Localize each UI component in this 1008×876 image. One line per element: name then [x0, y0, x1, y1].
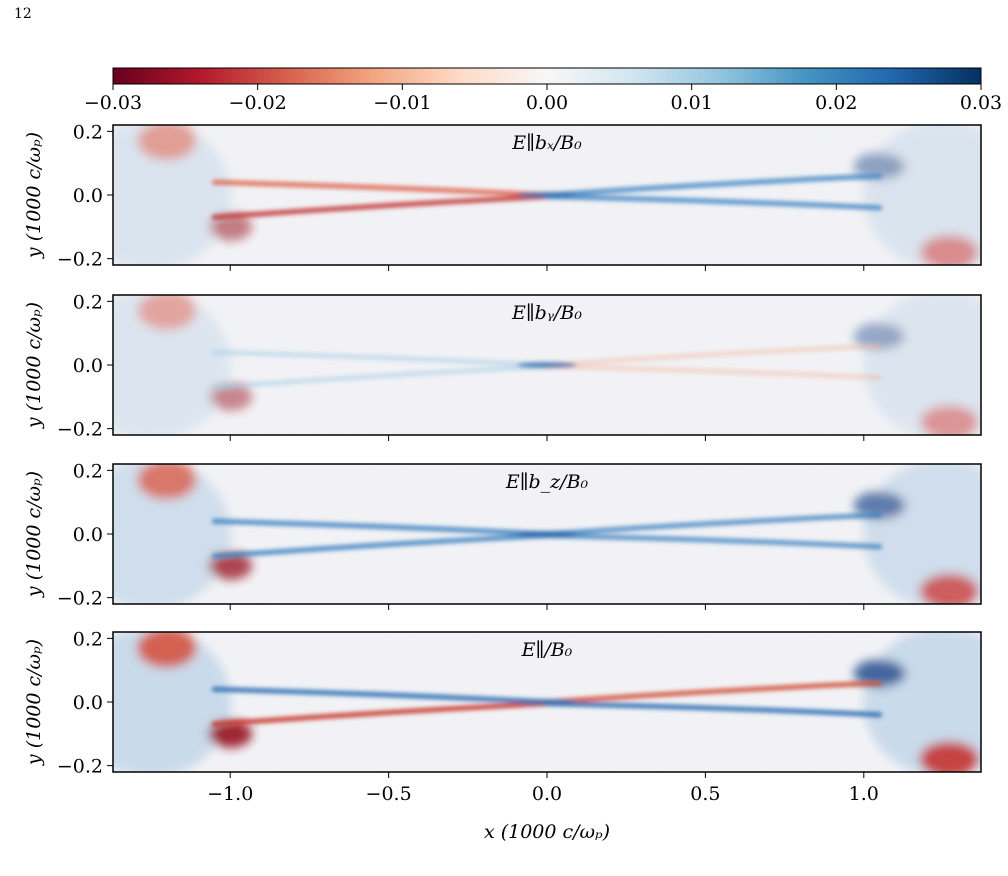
x-tick-label: 0.5	[690, 783, 720, 805]
y-tick-label: −0.2	[57, 249, 103, 271]
y-tick-label: 0.2	[73, 628, 103, 650]
y-tick-label: 0.0	[73, 185, 103, 207]
right-turbulent-region	[853, 295, 981, 435]
caption-remnant	[0, 858, 1008, 876]
y-tick-label: 0.2	[73, 291, 103, 313]
right-turbulent-region	[853, 632, 981, 772]
y-tick-label: 0.0	[73, 524, 103, 546]
y-axis-label: y (1000 c/ωₚ)	[23, 302, 45, 429]
colorbar-tick-label: −0.03	[84, 92, 142, 114]
panel-title: E∥b_z/B₀	[505, 471, 589, 493]
colorbar-tick-label: −0.02	[229, 92, 287, 114]
heatmap-field	[113, 632, 981, 772]
colorbar-tick-label: 0.03	[960, 92, 1002, 114]
left-turbulent-region	[113, 464, 253, 604]
y-axis-label: y (1000 c/ωₚ)	[23, 639, 45, 766]
right-turbulent-region	[853, 464, 981, 604]
colorbar-tick-label: −0.01	[373, 92, 431, 114]
x-tick-label: −1.0	[207, 783, 253, 805]
current-sheet-branches	[211, 512, 883, 559]
left-turbulent-region	[113, 632, 253, 772]
heatmap-field	[113, 125, 981, 265]
y-axis-label: y (1000 c/ωₚ)	[23, 132, 45, 259]
x-axis-label: x (1000 c/ωₚ)	[484, 821, 610, 843]
current-sheet-branches	[211, 680, 883, 727]
y-tick-label: 0.2	[73, 121, 103, 143]
panel-1: E∥bₓ/B₀ 0.2 0.0 −0.2 y (1000 c/ωₚ)	[23, 121, 982, 271]
right-turbulent-region	[853, 125, 981, 265]
colorbar-tick-label: 0.02	[815, 92, 857, 114]
y-tick-label: 0.0	[73, 692, 103, 714]
current-sheet-branches	[211, 343, 883, 390]
y-axis-label: y (1000 c/ωₚ)	[23, 471, 45, 598]
panel-2: E∥bᵧ/B₀ 0.2 0.0 −0.2 y (1000 c/ωₚ)	[23, 291, 982, 441]
colorbar-tick-label: 0.01	[671, 92, 713, 114]
page-number: 12	[14, 6, 32, 22]
heatmap-field	[113, 464, 981, 604]
panel-title: E∥bₓ/B₀	[511, 132, 582, 154]
y-tick-label: −0.2	[57, 756, 103, 778]
colorbar-tick-label: 0.00	[526, 92, 568, 114]
x-tick-label: 0.0	[532, 783, 562, 805]
y-tick-label: −0.2	[57, 419, 103, 441]
x-tick-label: −0.5	[366, 783, 412, 805]
y-tick-label: 0.0	[73, 355, 103, 377]
panel-4: E∥/B₀ 0.2 0.0 −0.2 −1.0 −0.5 0.0 0.5 1.0 y (1000 …	[23, 628, 982, 805]
current-sheet-branches	[211, 173, 883, 220]
left-turbulent-region	[113, 125, 253, 265]
heatmap-field	[113, 295, 981, 435]
left-turbulent-region	[113, 295, 253, 435]
y-tick-label: 0.2	[73, 460, 103, 482]
colorbar: −0.03 −0.02 −0.01 0.00 0.01 0.02 0.03	[84, 67, 1002, 114]
y-tick-label: −0.2	[57, 588, 103, 610]
panel-title: E∥/B₀	[521, 639, 573, 661]
colorbar-gradient	[112, 67, 982, 85]
panel-3: E∥b_z/B₀ 0.2 0.0 −0.2 y (1000 c/ωₚ)	[23, 460, 982, 610]
panel-title: E∥bᵧ/B₀	[511, 302, 582, 324]
x-tick-label: 1.0	[849, 783, 879, 805]
